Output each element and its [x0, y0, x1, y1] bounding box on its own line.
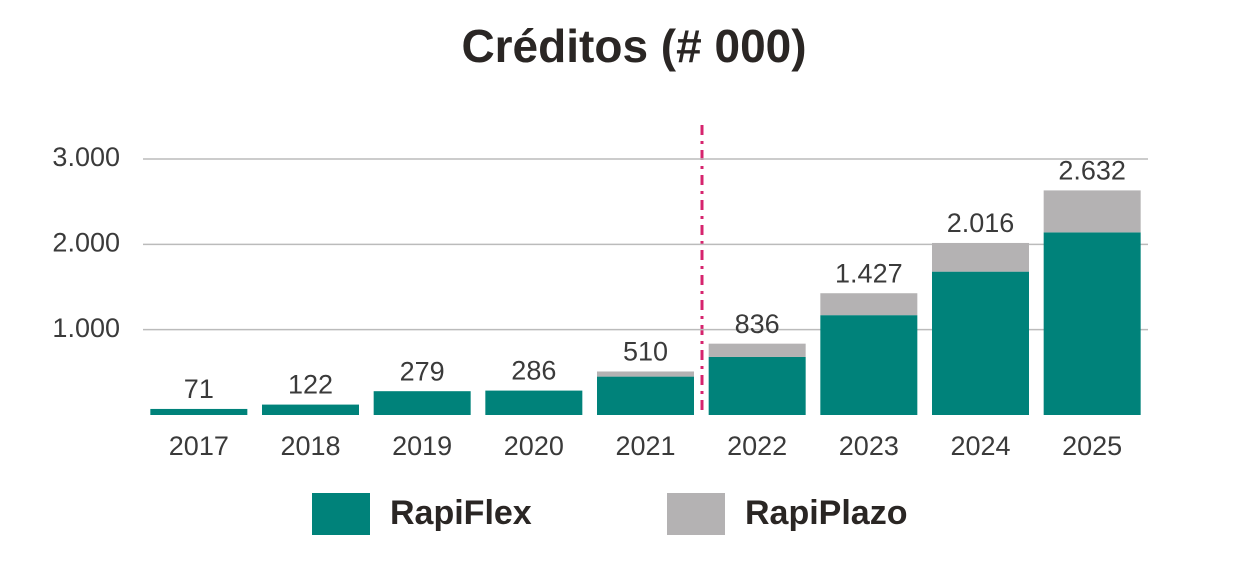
- total-label: 1.427: [835, 258, 903, 288]
- bar-segment: [932, 242, 1029, 272]
- bar-segment: [932, 271, 1029, 415]
- total-label: 2.632: [1058, 156, 1126, 186]
- total-label: 122: [288, 370, 333, 400]
- bar-segment: [820, 293, 918, 316]
- bar-segment: [708, 356, 806, 415]
- x-tick-label: 2022: [727, 431, 787, 461]
- x-tick-label: 2025: [1062, 431, 1122, 461]
- y-tick-label: 3.000: [52, 142, 120, 172]
- x-tick-label: 2023: [839, 431, 899, 461]
- x-tick-label: 2024: [950, 431, 1010, 461]
- x-tick-label: 2021: [615, 431, 675, 461]
- y-tick-label: 2.000: [52, 227, 120, 257]
- legend-swatch: [312, 493, 370, 535]
- x-tick-label: 2018: [280, 431, 340, 461]
- total-label: 836: [735, 309, 780, 339]
- legend-swatch: [667, 493, 725, 535]
- bar-segment: [373, 391, 471, 415]
- x-tick-label: 2020: [504, 431, 564, 461]
- chart-title: Créditos (# 000): [461, 20, 806, 72]
- bar-segment: [262, 404, 359, 415]
- total-label: 510: [623, 337, 668, 367]
- x-tick-label: 2019: [392, 431, 452, 461]
- bar-segment: [1043, 232, 1141, 415]
- y-tick-label: 1.000: [52, 313, 120, 343]
- bar-segment: [150, 408, 248, 415]
- x-tick-label: 2017: [169, 431, 229, 461]
- bar-segment: [597, 371, 694, 377]
- legend-label: RapiFlex: [390, 494, 532, 532]
- bar-segment: [708, 343, 806, 357]
- legend-label: RapiPlazo: [745, 494, 907, 532]
- total-label: 279: [400, 356, 445, 386]
- bar-segment: [485, 390, 583, 415]
- total-label: 71: [184, 374, 214, 404]
- total-label: 2.016: [947, 208, 1015, 238]
- bar-segment: [1043, 190, 1141, 233]
- bar-segment: [597, 376, 694, 415]
- total-label: 286: [511, 356, 556, 386]
- bar-segment: [820, 315, 918, 415]
